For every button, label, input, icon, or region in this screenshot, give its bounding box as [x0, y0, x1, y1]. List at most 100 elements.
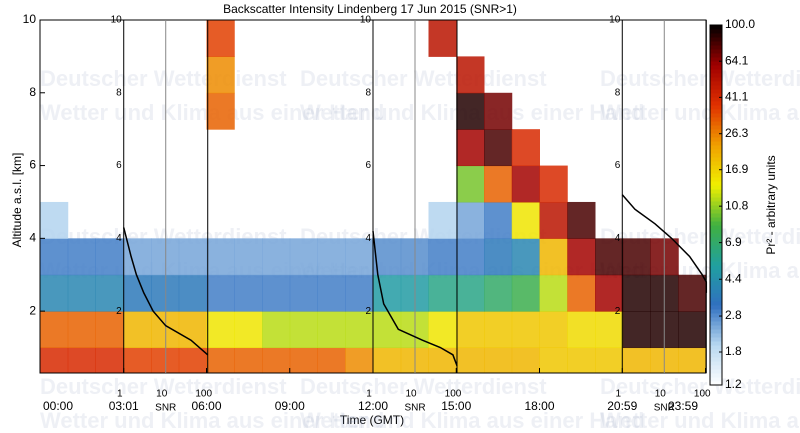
- colorbar-swatch: [710, 89, 722, 94]
- heatmap-cell: [678, 274, 707, 312]
- colorbar-swatch: [710, 229, 722, 234]
- heatmap-cell: [622, 311, 651, 349]
- heatmap-cell: [178, 347, 207, 374]
- colorbar-swatch: [710, 121, 722, 126]
- heatmap-cell: [484, 201, 513, 239]
- heatmap-cell: [484, 347, 513, 374]
- chart-title: Backscatter Intensity Lindenberg 17 Jun …: [223, 2, 517, 16]
- x-tick-label: 03:01: [109, 399, 139, 413]
- inset-y-tick-label: 10: [111, 15, 123, 26]
- colorbar-swatch: [710, 113, 722, 118]
- snr-label: SNR: [155, 403, 176, 414]
- colorbar-swatch: [710, 309, 722, 314]
- heatmap-cell: [678, 347, 707, 374]
- colorbar-swatch: [710, 281, 722, 286]
- colorbar-swatch: [710, 297, 722, 302]
- colorbar-swatch: [710, 293, 722, 298]
- colorbar-swatch: [710, 65, 722, 70]
- colorbar-swatch: [710, 81, 722, 86]
- heatmap-cell: [539, 238, 568, 276]
- watermark: Deutscher Wetterdienst: [600, 66, 800, 91]
- snr-tick-label: 100: [195, 389, 212, 400]
- colorbar-swatch: [710, 29, 722, 34]
- colorbar-swatch: [710, 125, 722, 130]
- colorbar-swatch: [710, 201, 722, 206]
- heatmap-cell: [456, 347, 485, 374]
- watermark: Wetter und Klima aus einer Hand: [300, 408, 644, 433]
- colorbar-tick-label: 41.1: [725, 90, 749, 104]
- snr-profile: [372, 231, 458, 366]
- colorbar-swatch: [710, 73, 722, 78]
- colorbar-swatch: [710, 253, 722, 258]
- watermark: Deutscher Wetterdienst: [600, 374, 800, 399]
- colorbar-swatch: [710, 49, 722, 54]
- heatmap-cell: [262, 274, 291, 312]
- colorbar-swatch: [710, 161, 722, 166]
- heatmap-cell: [428, 238, 457, 276]
- heatmap-cell: [345, 347, 374, 374]
- heatmap-cell: [511, 274, 540, 312]
- heatmap-cell: [151, 238, 180, 276]
- heatmap-cell: [262, 311, 291, 349]
- colorbar-swatch: [710, 217, 722, 222]
- x-axis-label: Time (GMT): [340, 413, 404, 427]
- snr-label: SNR: [654, 403, 675, 414]
- colorbar-swatch: [710, 265, 722, 270]
- heatmap-cell: [40, 238, 69, 276]
- colorbar-swatch: [710, 209, 722, 214]
- snr-profile: [122, 227, 209, 356]
- colorbar-swatch: [710, 53, 722, 58]
- inset-y-tick-label: 2: [365, 306, 371, 317]
- colorbar-swatch: [710, 153, 722, 158]
- snr-tick-label: 100: [694, 389, 711, 400]
- heatmap-cell: [67, 274, 96, 312]
- heatmap-cell: [178, 238, 207, 276]
- colorbar-swatch: [710, 237, 722, 242]
- heatmap-cell: [456, 201, 485, 239]
- inset-y-tick-label: 6: [116, 160, 122, 171]
- colorbar-swatch: [710, 369, 722, 374]
- colorbar-swatch: [710, 361, 722, 366]
- heatmap-cell: [456, 165, 485, 203]
- heatmap-cell: [123, 347, 152, 374]
- heatmap-cell: [206, 56, 235, 94]
- colorbar-swatch: [710, 345, 722, 350]
- x-tick-label: 09:00: [275, 399, 305, 413]
- heatmap-cell: [373, 274, 402, 312]
- colorbar-swatch: [710, 189, 722, 194]
- snr-tick-label: 100: [445, 389, 462, 400]
- y-tick-label: 8: [29, 85, 36, 99]
- heatmap-cell: [456, 56, 485, 94]
- colorbar-swatch: [710, 373, 722, 378]
- heatmap-cell: [511, 129, 540, 167]
- heatmap-cell: [317, 274, 346, 312]
- colorbar-swatch: [710, 141, 722, 146]
- colorbar-swatch: [710, 69, 722, 74]
- heatmap-cell: [40, 274, 69, 312]
- watermark: Wetter und Klima aus einer Hand: [600, 100, 800, 125]
- heatmap-cell: [262, 347, 291, 374]
- colorbar-swatch: [710, 61, 722, 66]
- heatmap-cell: [234, 347, 263, 374]
- heatmap-cell: [40, 201, 69, 239]
- x-tick-label: 20:59: [607, 399, 637, 413]
- heatmap-cell: [622, 238, 651, 276]
- colorbar-swatch: [710, 105, 722, 110]
- heatmap-cell: [95, 347, 124, 374]
- colorbar-swatch: [710, 289, 722, 294]
- heatmap-cell: [317, 311, 346, 349]
- colorbar-swatch: [710, 109, 722, 114]
- heatmap-cell: [178, 274, 207, 312]
- y-tick-label: 6: [29, 158, 36, 172]
- colorbar-swatch: [710, 349, 722, 354]
- colorbar-tick-label: 64.1: [725, 53, 749, 67]
- snr-tick-label: 1: [615, 389, 621, 400]
- colorbar-swatch: [710, 269, 722, 274]
- heatmap-cell: [539, 347, 568, 374]
- inset-y-tick-label: 10: [609, 15, 621, 26]
- watermark: Deutscher Wetterdienst: [40, 66, 287, 91]
- heatmap-cell: [206, 347, 235, 374]
- heatmap-cell: [373, 347, 402, 374]
- heatmap-cell: [95, 311, 124, 349]
